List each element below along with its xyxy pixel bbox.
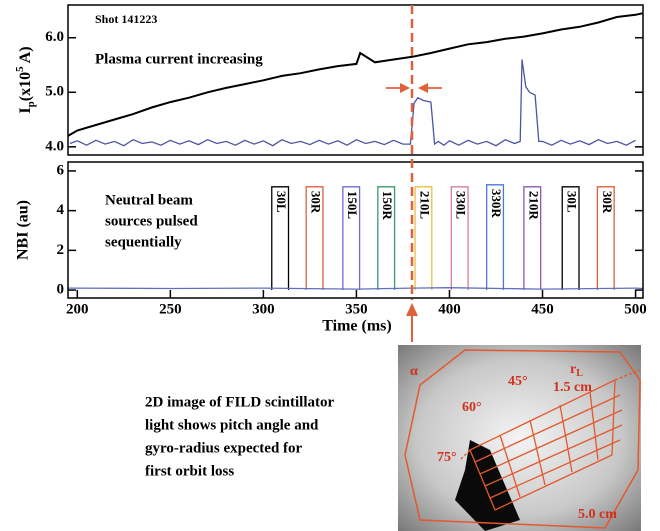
plot-frame [67, 4, 644, 156]
radius-label: 1.5 cm [553, 380, 592, 395]
plot-frame [67, 161, 644, 299]
pulse [486, 184, 505, 291]
pulse [271, 186, 290, 291]
x-axis-label: Time (ms) [322, 318, 391, 335]
x-tick-label: 300 [252, 301, 275, 317]
pulse-label: 330L [454, 191, 469, 220]
pulse-label: 30L [274, 191, 289, 213]
pulse-label: 150R [380, 191, 395, 221]
y-tick-label: 0 [57, 281, 65, 297]
caption-line: 2D image of FILD scintillator [145, 394, 334, 410]
y-tick-label: 4 [57, 202, 65, 218]
annotation: Neutral beam [105, 192, 193, 208]
overlay [386, 5, 442, 342]
pulse-label: 330R [489, 189, 504, 219]
data-line [69, 59, 636, 147]
x-tick-label: 500 [624, 301, 647, 317]
x-tick-label: 250 [159, 301, 182, 317]
pulse [450, 186, 469, 291]
caption-line: gyro-radius expected for [145, 440, 303, 456]
data-line [67, 287, 644, 290]
radius-label: 5.0 cm [578, 507, 617, 522]
x-tick-label: 200 [66, 301, 89, 317]
pulse-label: 210L [417, 191, 432, 220]
angle-label: 75° [437, 450, 457, 465]
data-line [67, 12, 644, 137]
pulse [561, 186, 580, 291]
angle-label: 45° [508, 374, 528, 389]
pulse [342, 186, 361, 291]
annotation: Plasma current increasing [95, 51, 263, 67]
pulse-label: 30R [309, 191, 324, 214]
pulse [414, 186, 433, 291]
y-axis-label: Ip(x105 A) [14, 46, 37, 113]
pulse-label: 150L [345, 191, 360, 220]
pulse [377, 186, 396, 291]
image-caption: 2D image of FILD scintillator light show… [145, 394, 334, 479]
annotation: sequentially [105, 234, 182, 250]
y-tick-label: 5.0 [45, 84, 64, 100]
chart-title: Shot 141223 [95, 12, 157, 26]
y-tick-label: 6 [57, 162, 65, 178]
pulse [596, 186, 615, 291]
angle-label: 60° [462, 400, 482, 415]
x-tick-label: 350 [345, 301, 368, 317]
y-tick-label: 6.0 [45, 29, 64, 45]
pulse-label: 30L [565, 191, 580, 213]
y-axis-label: NBI (au) [15, 200, 32, 260]
annotation: sources pulsed [105, 213, 198, 229]
x-tick-label: 400 [438, 301, 461, 317]
y-tick-label: 4.0 [45, 138, 64, 154]
y-tick-label: 2 [57, 242, 65, 258]
caption-line: light shows pitch angle and [145, 417, 319, 433]
pulse-label: 30R [600, 191, 615, 214]
rl-label: rL [570, 362, 583, 379]
caption-line: first orbit loss [145, 463, 234, 479]
pulse-label: 210R [526, 191, 541, 221]
scintillator-image [398, 345, 641, 531]
pulse [523, 186, 542, 291]
alpha-label: α [410, 364, 418, 379]
pulse [305, 186, 324, 291]
x-tick-label: 450 [531, 301, 554, 317]
